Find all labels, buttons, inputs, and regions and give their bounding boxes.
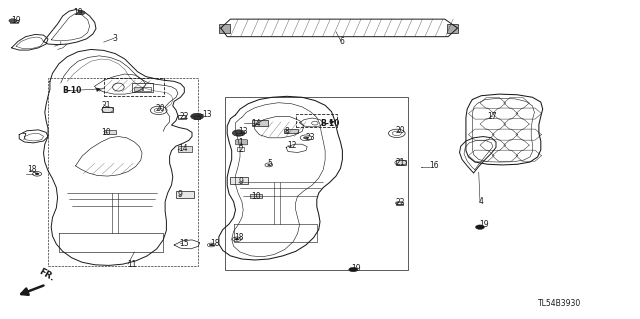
FancyBboxPatch shape — [284, 129, 298, 133]
Text: 23: 23 — [306, 133, 316, 142]
Circle shape — [303, 137, 308, 139]
Text: 14: 14 — [178, 144, 188, 153]
Text: 18: 18 — [210, 239, 220, 248]
Text: 22: 22 — [180, 112, 189, 121]
Text: 3: 3 — [112, 34, 117, 43]
Text: 19: 19 — [74, 8, 83, 17]
Text: 21: 21 — [101, 101, 111, 110]
Text: 20: 20 — [396, 126, 405, 135]
Text: 2: 2 — [238, 145, 243, 154]
FancyBboxPatch shape — [10, 20, 18, 23]
Text: 13: 13 — [238, 127, 248, 136]
Circle shape — [35, 173, 39, 175]
FancyBboxPatch shape — [236, 133, 242, 135]
Text: TL54B3930: TL54B3930 — [538, 299, 581, 308]
FancyBboxPatch shape — [219, 24, 230, 33]
FancyBboxPatch shape — [252, 120, 268, 126]
FancyBboxPatch shape — [447, 24, 458, 33]
Text: 22: 22 — [396, 198, 405, 207]
Text: 6: 6 — [339, 37, 344, 46]
Circle shape — [268, 164, 270, 166]
Text: 15: 15 — [179, 239, 189, 248]
FancyBboxPatch shape — [396, 160, 406, 165]
Circle shape — [349, 267, 358, 272]
Text: 7: 7 — [21, 133, 26, 142]
Circle shape — [77, 11, 85, 15]
Circle shape — [476, 225, 484, 229]
FancyBboxPatch shape — [194, 116, 200, 119]
FancyBboxPatch shape — [102, 107, 113, 112]
Text: B-10: B-10 — [63, 86, 82, 95]
FancyBboxPatch shape — [134, 87, 142, 91]
Text: FR.: FR. — [37, 267, 56, 283]
FancyBboxPatch shape — [176, 191, 194, 198]
Circle shape — [235, 238, 239, 240]
Text: 4: 4 — [479, 197, 484, 206]
Text: 9: 9 — [238, 177, 243, 186]
Text: 13: 13 — [202, 110, 212, 119]
Text: 5: 5 — [268, 159, 273, 168]
Text: B-10: B-10 — [320, 119, 339, 128]
Text: 19: 19 — [12, 16, 21, 25]
Text: 9: 9 — [178, 190, 183, 199]
Text: 10: 10 — [252, 192, 261, 201]
Circle shape — [209, 244, 213, 246]
Text: 20: 20 — [156, 104, 165, 113]
Text: 8: 8 — [285, 127, 289, 136]
Text: 18: 18 — [27, 165, 36, 174]
Text: 19: 19 — [351, 264, 360, 273]
Text: 17: 17 — [488, 112, 497, 121]
FancyBboxPatch shape — [236, 140, 248, 145]
Text: 19: 19 — [479, 220, 488, 229]
Text: 10: 10 — [101, 128, 111, 137]
Text: 11: 11 — [127, 260, 136, 269]
Text: 16: 16 — [429, 161, 439, 170]
FancyBboxPatch shape — [104, 130, 116, 134]
Text: 14: 14 — [252, 119, 261, 128]
FancyBboxPatch shape — [250, 194, 262, 198]
FancyBboxPatch shape — [230, 177, 248, 184]
Text: 21: 21 — [396, 158, 405, 167]
Circle shape — [232, 130, 245, 136]
Text: 12: 12 — [287, 141, 296, 150]
Text: 1: 1 — [238, 138, 243, 147]
FancyBboxPatch shape — [178, 146, 192, 152]
Circle shape — [9, 19, 17, 23]
Circle shape — [191, 113, 204, 120]
Text: 18: 18 — [234, 233, 244, 242]
